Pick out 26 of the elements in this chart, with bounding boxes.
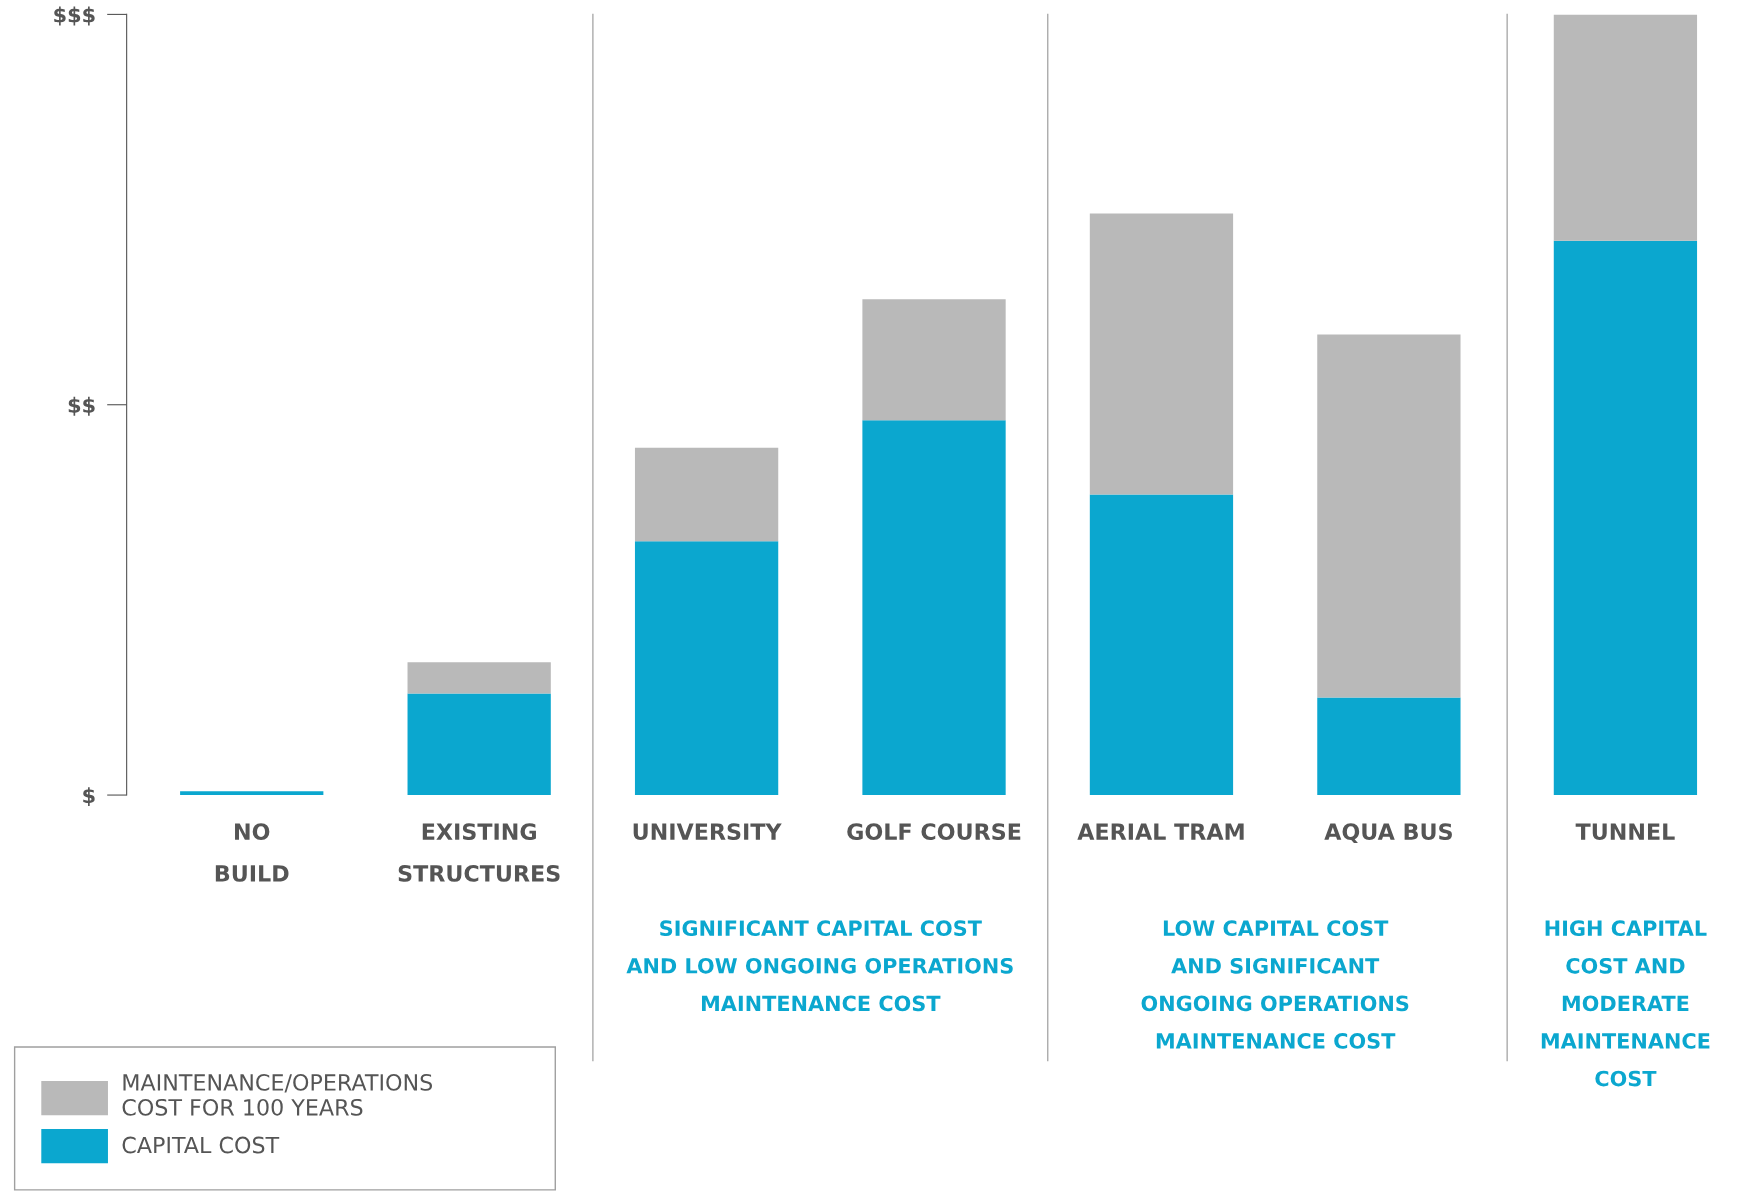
x-tick-label: EXISTING STRUCTURES: [398, 823, 560, 882]
bar: [1317, 697, 1461, 796]
bar: [180, 791, 324, 796]
bar: [862, 299, 1006, 421]
text: $$$: [54, 6, 95, 26]
x-tick-label: NO BUILD: [215, 823, 289, 882]
bar: [634, 541, 779, 796]
x-tick-label: AERIAL TRAM: [1077, 823, 1244, 840]
text: LOW CAPITAL COST AND SIGNIFICANT ONGOING OPERATIONS MAINTENANCE COST: [1141, 920, 1409, 1049]
bar: [634, 447, 779, 542]
text: SIGNIFICANT CAPITAL COST AND LOW ONGOING OPERATIONS MAINTENANCE COST: [626, 920, 1013, 1012]
bar: [1089, 213, 1234, 495]
legend-label: MAINTENANCE/OPERATIONS COST FOR 100 YEARS: [122, 1074, 433, 1116]
x-tick-label: AQUA BUS: [1324, 823, 1452, 843]
bar: [407, 662, 551, 694]
bar: [1089, 494, 1234, 796]
legend-label: CAPITAL COST: [122, 1136, 280, 1154]
x-tick-label: GOLF COURSE: [847, 823, 1021, 841]
x-tick-label: UNIVERSITY: [633, 823, 782, 841]
text: HIGH CAPITAL COST AND MODERATE MAINTENANCE COST: [1541, 920, 1710, 1087]
x-tick-label: TUNNEL: [1575, 823, 1675, 841]
bar: [407, 693, 551, 796]
text: $$: [68, 396, 95, 416]
bar: [862, 420, 1006, 796]
text: $: [83, 787, 95, 807]
bar: [1317, 334, 1461, 698]
